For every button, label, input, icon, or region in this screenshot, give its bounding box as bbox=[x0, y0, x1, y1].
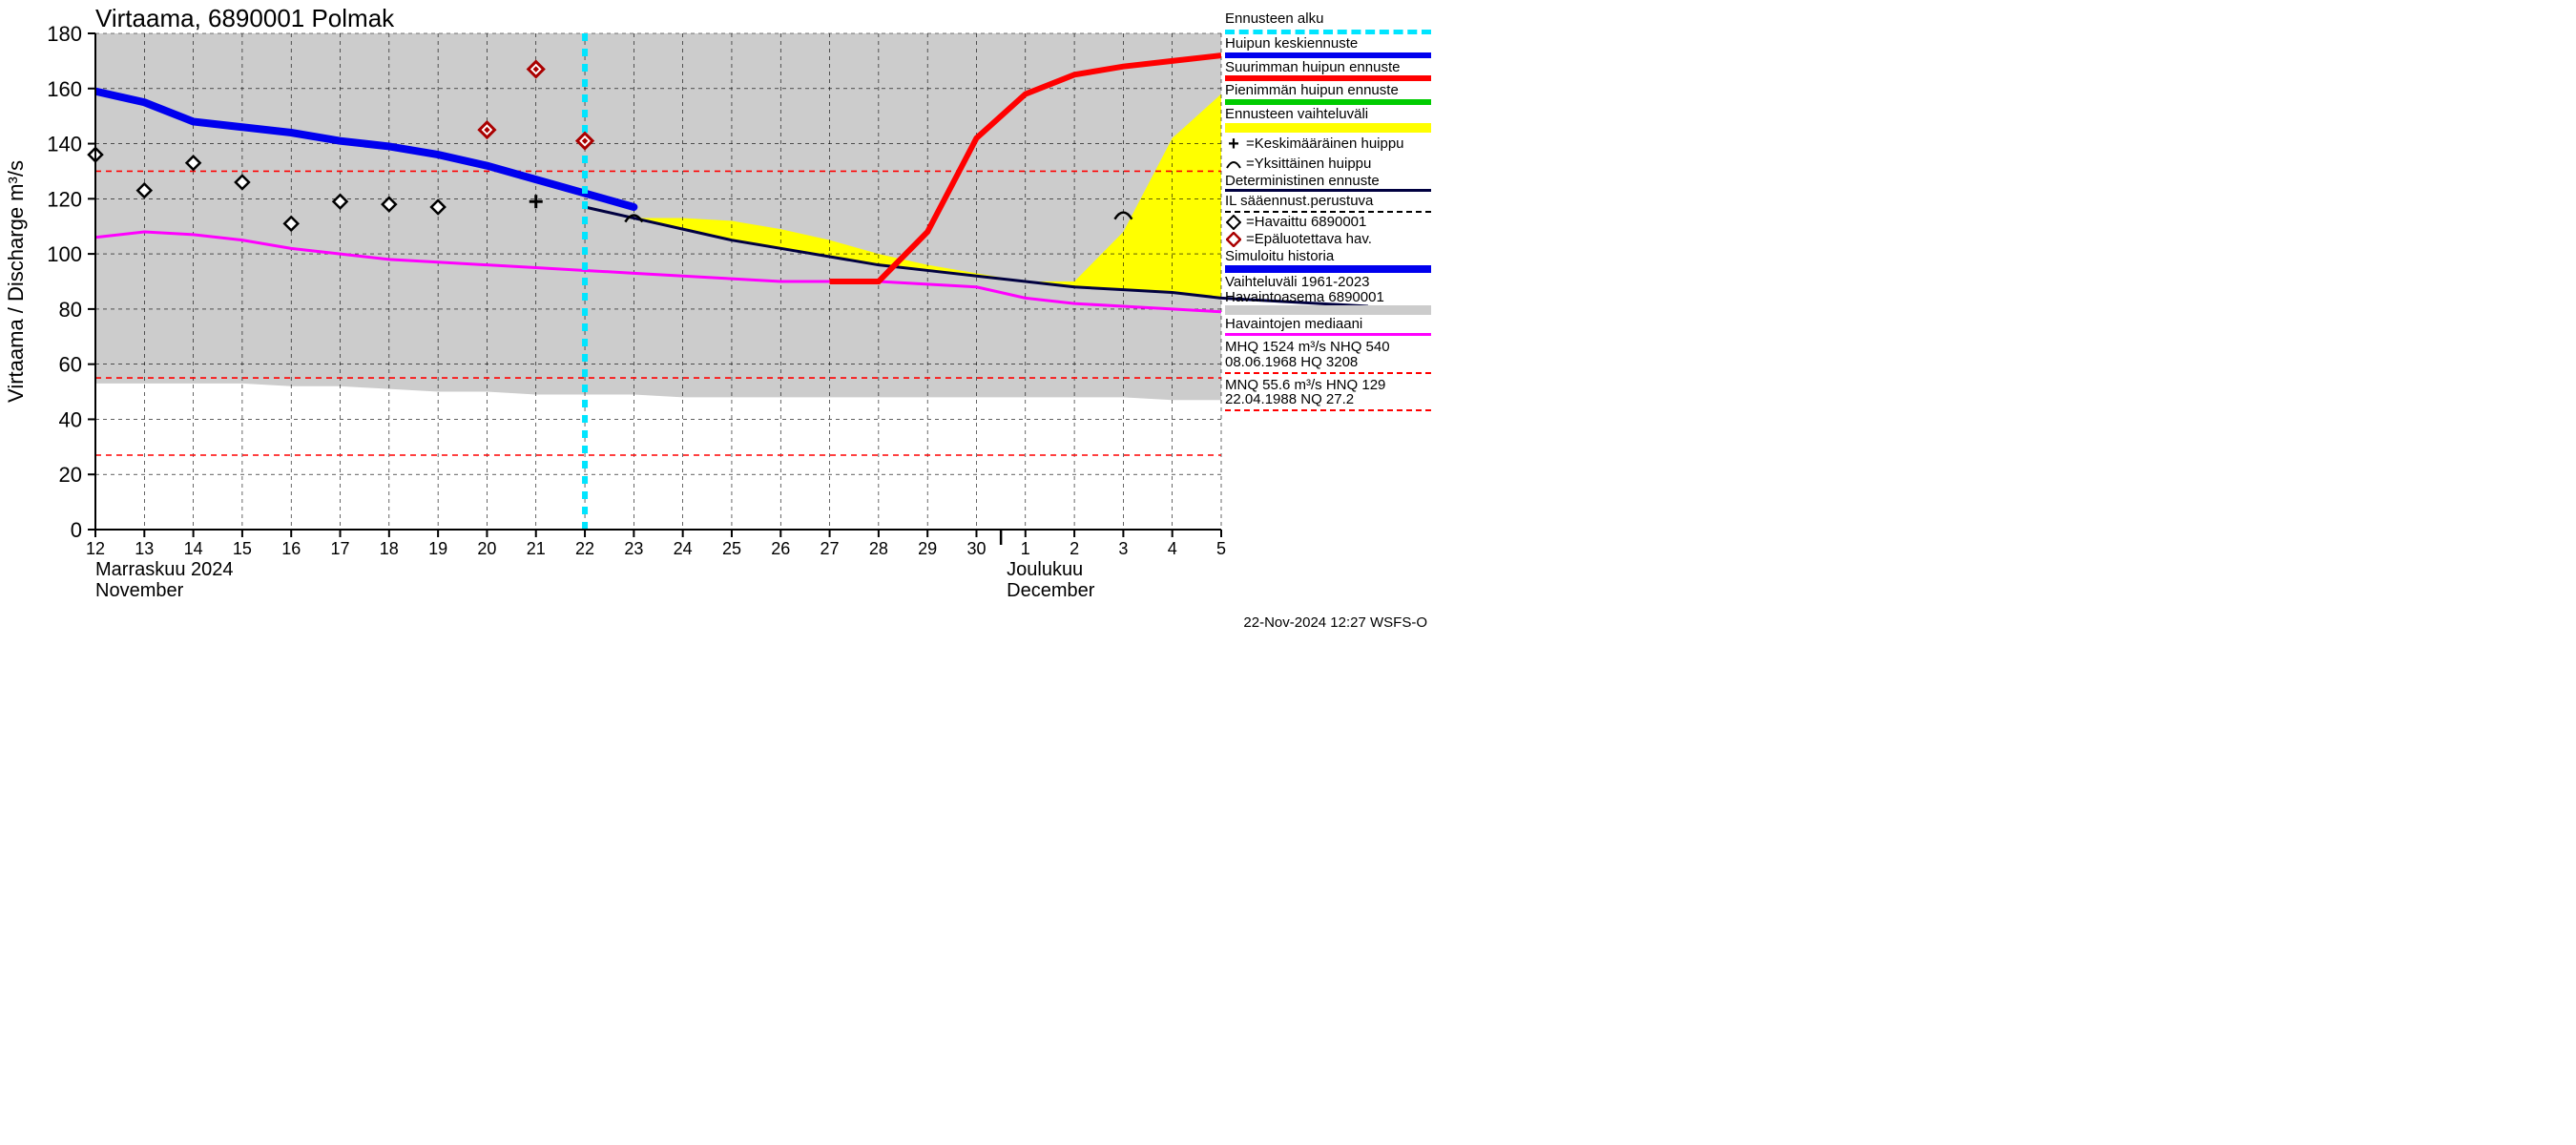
legend-max-peak: Suurimman huipun ennuste bbox=[1225, 60, 1431, 82]
legend-swatch bbox=[1225, 305, 1431, 315]
svg-text:60: 60 bbox=[59, 353, 82, 377]
svg-text:21: 21 bbox=[527, 539, 546, 558]
svg-text:0: 0 bbox=[71, 518, 82, 542]
svg-text:24: 24 bbox=[674, 539, 693, 558]
legend-avg-peak-symbol: + =Keskimääräinen huippu bbox=[1225, 135, 1431, 155]
legend-swatch bbox=[1225, 189, 1431, 192]
legend-label: =Keskimääräinen huippu bbox=[1246, 136, 1404, 152]
legend-single-peak-symbol: =Yksittäinen huippu bbox=[1225, 156, 1431, 172]
svg-text:19: 19 bbox=[428, 539, 447, 558]
legend-label: Ennusteen alku bbox=[1225, 10, 1323, 27]
legend-label: Huipun keskiennuste bbox=[1225, 35, 1358, 52]
legend-label: 22.04.1988 NQ 27.2 bbox=[1225, 392, 1431, 407]
legend-label: MNQ 55.6 m³/s HNQ 129 bbox=[1225, 378, 1431, 393]
svg-text:20: 20 bbox=[59, 463, 82, 487]
legend-swatch bbox=[1225, 99, 1431, 105]
legend-swatch bbox=[1225, 265, 1431, 273]
svg-text:140: 140 bbox=[47, 133, 82, 156]
legend-label: Simuloitu historia bbox=[1225, 248, 1334, 264]
svg-text:40: 40 bbox=[59, 407, 82, 431]
legend-swatch bbox=[1225, 372, 1431, 374]
legend-swatch bbox=[1225, 30, 1431, 34]
legend-label: =Epäluotettava hav. bbox=[1246, 232, 1372, 247]
legend-label: MHQ 1524 m³/s NHQ 540 bbox=[1225, 340, 1431, 355]
legend-forecast-start: Ennusteen alku bbox=[1225, 11, 1431, 34]
legend-label: Ennusteen vaihteluväli bbox=[1225, 106, 1368, 122]
svg-text:180: 180 bbox=[47, 22, 82, 46]
svg-text:22: 22 bbox=[575, 539, 594, 558]
legend-deterministic: Deterministinen ennuste bbox=[1225, 174, 1431, 193]
legend-swatch bbox=[1225, 123, 1431, 133]
svg-text:3: 3 bbox=[1118, 539, 1128, 558]
legend-label: Deterministinen ennuste bbox=[1225, 173, 1380, 189]
svg-text:12: 12 bbox=[86, 539, 105, 558]
svg-text:5: 5 bbox=[1216, 539, 1226, 558]
svg-text:Virtaama, 6890001 Polmak: Virtaama, 6890001 Polmak bbox=[95, 4, 395, 32]
svg-text:14: 14 bbox=[184, 539, 203, 558]
svg-text:17: 17 bbox=[331, 539, 350, 558]
legend-label: 08.06.1968 HQ 3208 bbox=[1225, 355, 1431, 370]
discharge-chart: 0204060801001201401601801213141516171819… bbox=[0, 0, 1431, 636]
legend-label: IL sääennust.perustuva bbox=[1225, 193, 1373, 209]
legend: Ennusteen alku Huipun keskiennuste Suuri… bbox=[1225, 11, 1431, 413]
legend-il-forecast: IL sääennust.perustuva bbox=[1225, 194, 1431, 213]
svg-text:80: 80 bbox=[59, 298, 82, 322]
legend-range: Ennusteen vaihteluväli bbox=[1225, 107, 1431, 133]
chart-container: 0204060801001201401601801213141516171819… bbox=[0, 0, 1431, 636]
svg-text:28: 28 bbox=[869, 539, 888, 558]
legend-observed: =Havaittu 6890001 bbox=[1225, 215, 1431, 230]
legend-label: Vaihteluväli 1961-2023 bbox=[1225, 274, 1370, 290]
svg-text:20: 20 bbox=[477, 539, 496, 558]
svg-text:30: 30 bbox=[966, 539, 986, 558]
svg-text:120: 120 bbox=[47, 187, 82, 211]
svg-text:18: 18 bbox=[380, 539, 399, 558]
diamond-icon bbox=[1225, 215, 1242, 230]
legend-obs-median: Havaintojen mediaani bbox=[1225, 317, 1431, 336]
arc-icon bbox=[1225, 158, 1242, 170]
svg-text:15: 15 bbox=[233, 539, 252, 558]
legend-label: =Havaittu 6890001 bbox=[1246, 215, 1366, 230]
svg-text:16: 16 bbox=[281, 539, 301, 558]
svg-text:160: 160 bbox=[47, 77, 82, 101]
legend-hist-range: Vaihteluväli 1961-2023 Havaintoasema 689… bbox=[1225, 275, 1431, 316]
legend-min-peak: Pienimmän huipun ennuste bbox=[1225, 83, 1431, 105]
svg-text:26: 26 bbox=[771, 539, 790, 558]
legend-label: Suurimman huipun ennuste bbox=[1225, 59, 1400, 75]
legend-unreliable: =Epäluotettava hav. bbox=[1225, 232, 1431, 247]
legend-sim-history: Simuloitu historia bbox=[1225, 249, 1431, 273]
svg-text:29: 29 bbox=[918, 539, 937, 558]
svg-text:Marraskuu 2024: Marraskuu 2024 bbox=[95, 559, 234, 580]
legend-label: Pienimmän huipun ennuste bbox=[1225, 82, 1399, 98]
svg-text:November: November bbox=[95, 580, 184, 601]
legend-label: =Yksittäinen huippu bbox=[1246, 156, 1371, 172]
legend-swatch bbox=[1225, 333, 1431, 336]
legend-mnq: MNQ 55.6 m³/s HNQ 129 22.04.1988 NQ 27.2 bbox=[1225, 378, 1431, 412]
svg-text:100: 100 bbox=[47, 242, 82, 266]
svg-text:13: 13 bbox=[135, 539, 154, 558]
svg-text:December: December bbox=[1007, 580, 1095, 601]
legend-label: Havaintoasema 6890001 bbox=[1225, 290, 1431, 305]
svg-text:23: 23 bbox=[624, 539, 643, 558]
legend-swatch bbox=[1225, 409, 1431, 411]
plus-icon: + bbox=[1225, 135, 1242, 155]
svg-text:4: 4 bbox=[1168, 539, 1177, 558]
legend-mhq: MHQ 1524 m³/s NHQ 540 08.06.1968 HQ 3208 bbox=[1225, 340, 1431, 374]
svg-text:Virtaama / Discharge m³/s: Virtaama / Discharge m³/s bbox=[4, 160, 28, 403]
svg-text:Joulukuu: Joulukuu bbox=[1007, 559, 1083, 580]
diamond-icon bbox=[1225, 232, 1242, 247]
legend-mean-peak: Huipun keskiennuste bbox=[1225, 36, 1431, 58]
legend-label: Havaintojen mediaani bbox=[1225, 316, 1362, 332]
legend-swatch bbox=[1225, 211, 1431, 213]
svg-text:2: 2 bbox=[1070, 539, 1079, 558]
svg-text:25: 25 bbox=[722, 539, 741, 558]
svg-text:27: 27 bbox=[821, 539, 840, 558]
timestamp: 22-Nov-2024 12:27 WSFS-O bbox=[1243, 614, 1427, 631]
legend-swatch bbox=[1225, 52, 1431, 58]
legend-swatch bbox=[1225, 75, 1431, 81]
svg-text:1: 1 bbox=[1021, 539, 1030, 558]
